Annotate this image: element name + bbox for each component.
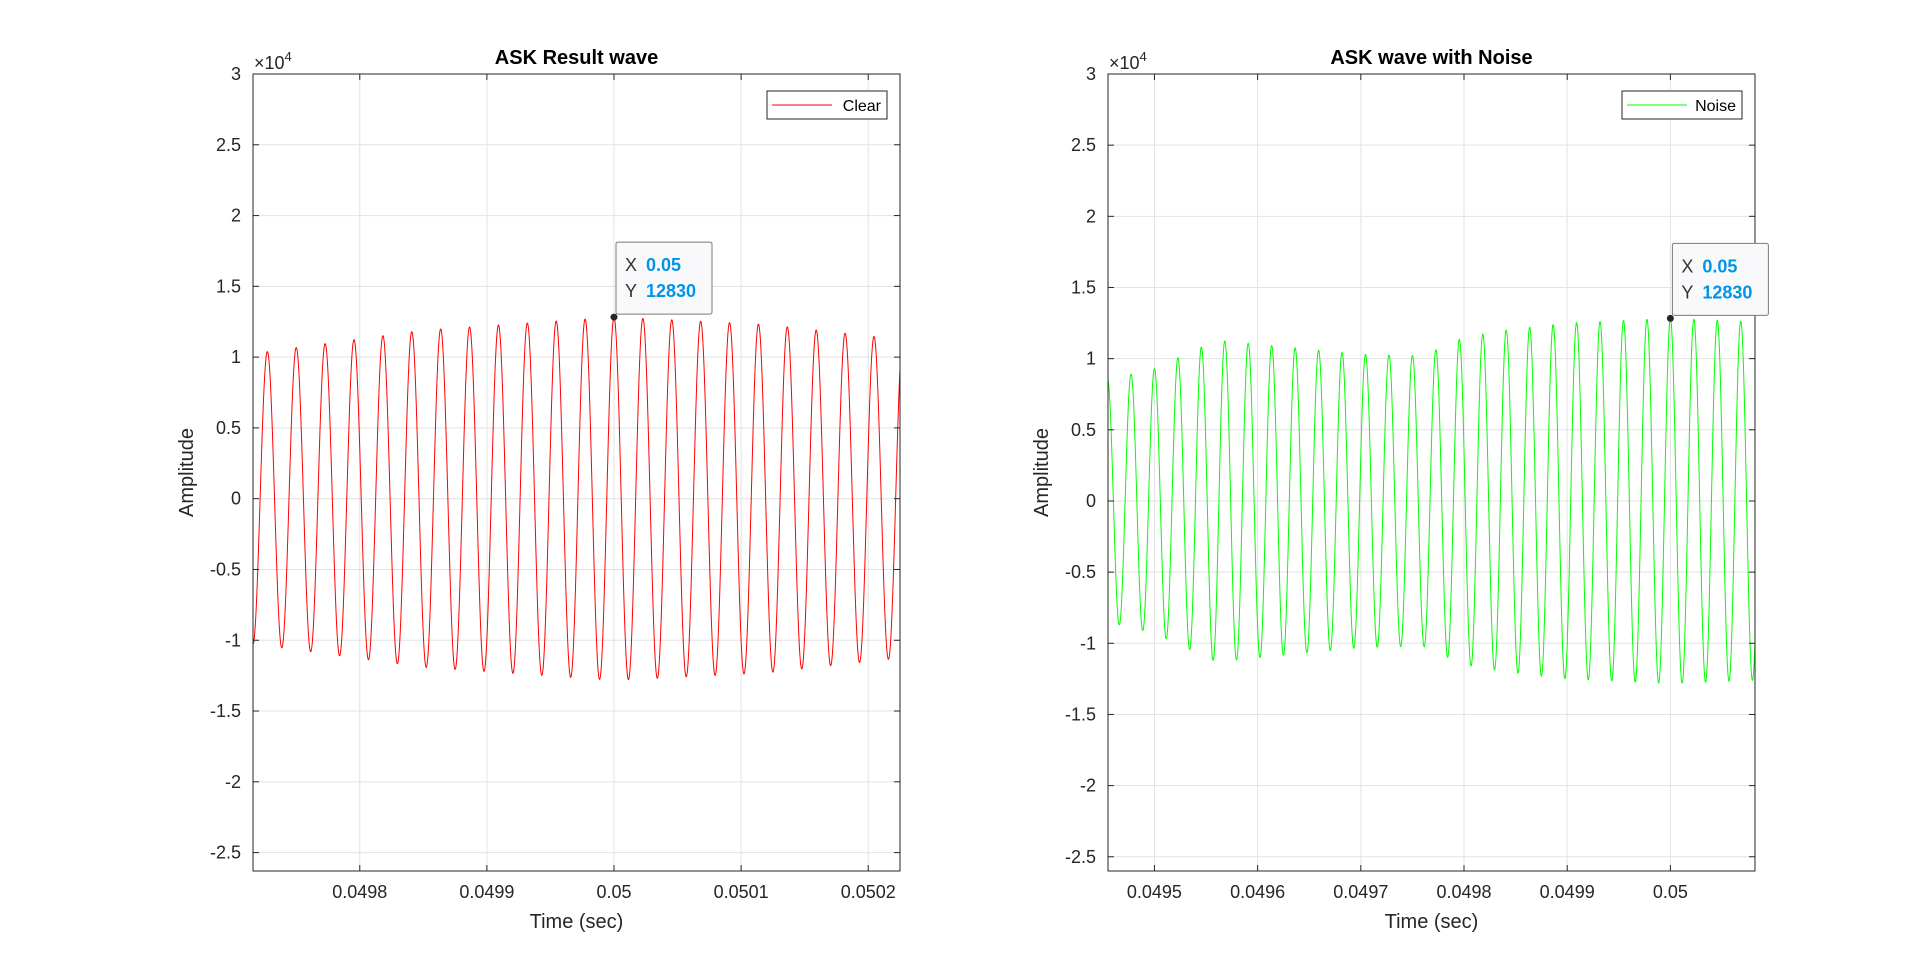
legend-entry-noise: Noise <box>1695 98 1736 115</box>
y-tick-label: 0.5 <box>1071 420 1096 440</box>
data-tip-x-key: X <box>625 255 637 275</box>
y-tick-label: 2 <box>231 206 241 226</box>
y-tick-label: 2 <box>1086 206 1096 226</box>
y-tick-label: 3 <box>231 64 241 84</box>
y-tick-label: 0 <box>231 489 241 509</box>
ticks: 0.0495 0.0496 0.0497 0.0498 0.0499 0.05 -2.5 -2… <box>1065 64 1755 902</box>
x-tick-label: 0.0501 <box>714 882 769 902</box>
x-tick-label: 0.05 <box>596 882 631 902</box>
data-tip-y-key: Y <box>625 281 637 301</box>
x-tick-label: 0.05 <box>1653 882 1688 902</box>
x-tick-label: 0.0498 <box>332 882 387 902</box>
y-tick-label: 3 <box>1086 64 1096 84</box>
y-tick-label: 0.5 <box>216 418 241 438</box>
data-tip-x-value: 0.05 <box>1702 256 1737 276</box>
x-tick-label: 0.0497 <box>1333 882 1388 902</box>
y-axis-exponent: ×104 <box>1109 49 1147 73</box>
x-tick-label: 0.0498 <box>1436 882 1491 902</box>
data-tip-marker <box>1666 314 1674 322</box>
data-tip-y-key: Y <box>1681 282 1693 302</box>
y-axis-label: Amplitude <box>1031 428 1053 517</box>
x-axis-label: Time (sec) <box>530 911 624 933</box>
axes-box <box>1107 73 1756 872</box>
x-tick-label: 0.0499 <box>459 882 514 902</box>
data-tip-y-value: 12830 <box>1702 282 1752 302</box>
data-tip-box <box>1671 242 1769 316</box>
y-tick-label: -1 <box>1080 633 1096 653</box>
y-tick-label: 1 <box>1086 349 1096 369</box>
y-tick-label: 1.5 <box>216 276 241 296</box>
data-tip-y-value: 12830 <box>646 281 696 301</box>
data-tip-x-key: X <box>1681 256 1693 276</box>
axes-ask-result[interactable]: 0.0498 0.0499 0.05 0.0501 0.0502-2.5-2-1.5-1… <box>176 47 901 933</box>
x-tick-label: 0.0499 <box>1540 882 1595 902</box>
y-tick-label: -2 <box>225 772 241 792</box>
y-tick-label: 1 <box>231 347 241 367</box>
data-tip-x-value: 0.05 <box>646 255 681 275</box>
ticks: 0.0498 0.0499 0.05 0.0501 0.0502-2.5-2-1.5-1… <box>210 64 900 902</box>
data-tip-box <box>615 241 713 315</box>
axes-ask-noise[interactable]: 0.0495 0.0496 0.0497 0.0498 0.0499 0.05 -2.5 -2… <box>1031 47 1769 933</box>
x-tick-label: 0.0495 <box>1127 882 1182 902</box>
y-tick-label: -1 <box>225 630 241 650</box>
legend[interactable]: Clear <box>766 90 888 120</box>
data-tip[interactable]: X 0.05 Y 12830 <box>610 241 713 321</box>
y-tick-label: 0 <box>1086 491 1096 511</box>
y-tick-label: -1.5 <box>210 701 241 721</box>
y-tick-label: -0.5 <box>210 559 241 579</box>
y-tick-label: -1.5 <box>1065 704 1096 724</box>
series-layer <box>252 316 901 681</box>
series-layer <box>1107 317 1756 684</box>
legend-entry-clear: Clear <box>843 98 882 115</box>
x-tick-label: 0.0502 <box>841 882 896 902</box>
y-axis-exponent: ×104 <box>254 49 292 73</box>
plot-title: ASK Result wave <box>495 47 658 69</box>
y-tick-label: 2.5 <box>216 135 241 155</box>
y-tick-label: 2.5 <box>1071 135 1096 155</box>
y-tick-label: 1.5 <box>1071 277 1096 297</box>
x-axis-label: Time (sec) <box>1385 911 1479 933</box>
data-tip-marker <box>610 313 618 321</box>
y-tick-label: -2.5 <box>1065 847 1096 867</box>
y-tick-label: -0.5 <box>1065 562 1096 582</box>
legend[interactable]: Noise <box>1621 90 1743 120</box>
plot-area <box>253 74 900 871</box>
data-tip[interactable]: X 0.05 Y 12830 <box>1666 242 1769 322</box>
x-tick-label: 0.0496 <box>1230 882 1285 902</box>
y-tick-label: -2.5 <box>210 843 241 863</box>
y-tick-label: -2 <box>1080 776 1096 796</box>
plot-area <box>1108 74 1755 871</box>
series-line-clear <box>252 316 901 681</box>
plot-title: ASK wave with Noise <box>1330 47 1532 69</box>
y-axis-label: Amplitude <box>176 428 198 517</box>
axes-box <box>252 73 901 872</box>
series-line-noise <box>1107 317 1756 684</box>
